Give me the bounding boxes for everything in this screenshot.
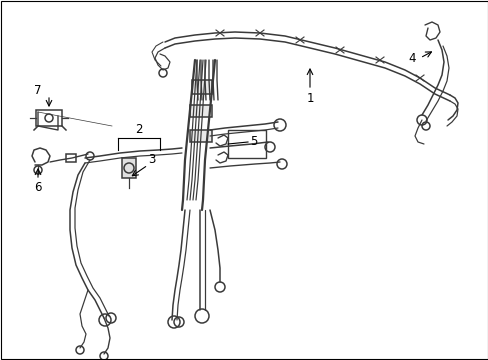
Text: 7: 7: [34, 84, 41, 96]
Text: 2: 2: [135, 123, 142, 136]
Bar: [192, 80, 212, 94]
Text: 1: 1: [305, 91, 313, 104]
Bar: [36, 110, 62, 126]
Bar: [190, 105, 212, 117]
Text: 3: 3: [148, 153, 155, 166]
Bar: [66, 154, 76, 162]
Bar: [190, 130, 212, 142]
Text: 5: 5: [249, 135, 257, 148]
Bar: [122, 158, 136, 178]
Text: 4: 4: [407, 51, 415, 64]
Circle shape: [124, 163, 134, 173]
Bar: [227, 130, 265, 158]
Text: 6: 6: [34, 181, 41, 194]
